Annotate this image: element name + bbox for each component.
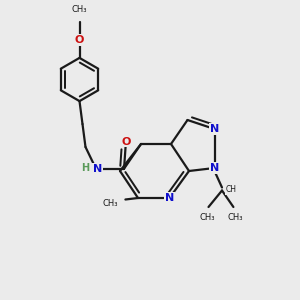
Text: CH₃: CH₃ — [227, 213, 243, 222]
Text: CH: CH — [226, 185, 237, 194]
Text: N: N — [93, 164, 102, 174]
Text: N: N — [210, 163, 219, 173]
Text: O: O — [122, 136, 131, 147]
Text: N: N — [165, 193, 174, 203]
Text: O: O — [75, 35, 84, 45]
Text: H: H — [81, 163, 90, 173]
Text: CH₃: CH₃ — [199, 213, 215, 222]
Text: CH₃: CH₃ — [72, 5, 87, 14]
Text: CH₃: CH₃ — [102, 200, 118, 208]
Text: N: N — [210, 124, 219, 134]
